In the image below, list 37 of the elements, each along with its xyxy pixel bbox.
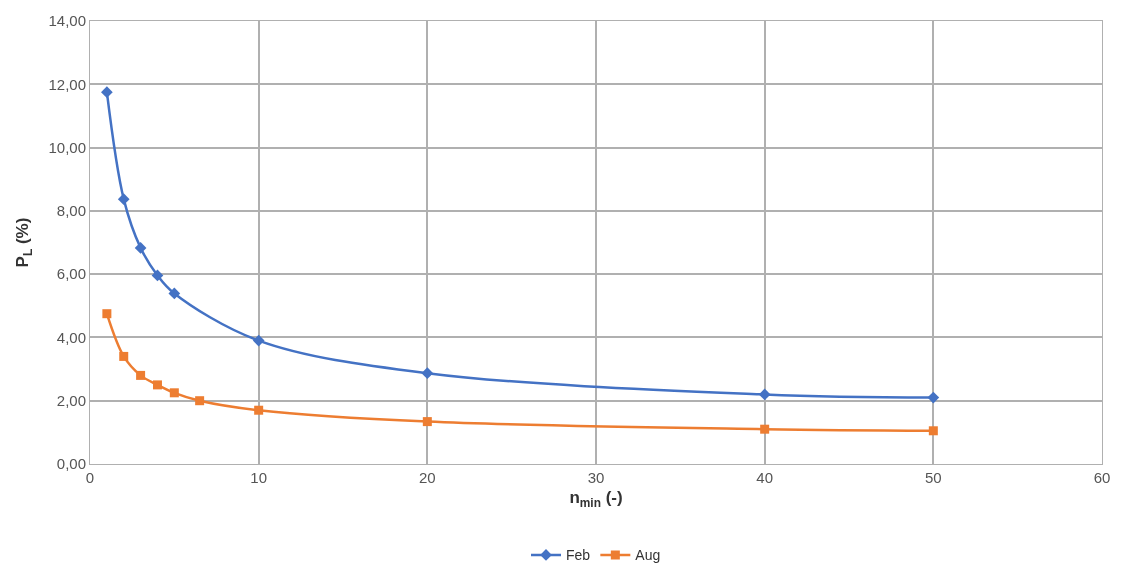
point	[927, 391, 940, 404]
point	[421, 367, 434, 380]
point	[758, 388, 771, 401]
y-tick-label: 2,00	[56, 391, 86, 409]
y-tick-label: 8,00	[56, 202, 86, 220]
point	[119, 351, 129, 361]
point	[136, 370, 146, 380]
point	[252, 334, 265, 347]
point	[169, 388, 179, 398]
point	[117, 193, 130, 205]
y-tick-label: 0,00	[56, 455, 86, 473]
x-tick-label: 50	[924, 469, 942, 486]
legend-label: Feb	[566, 547, 591, 564]
legend-label: Aug	[635, 547, 661, 564]
point	[422, 417, 432, 427]
y-tick-label: 6,00	[56, 265, 86, 283]
y-tick-label: 4,00	[56, 328, 86, 346]
x-tick-label: 40	[756, 469, 774, 486]
y-tick-label: 10,00	[48, 138, 86, 156]
y-tick-label: 14,00	[48, 12, 86, 30]
point	[168, 287, 181, 300]
point	[254, 405, 264, 415]
x-tick-label: 30	[587, 469, 605, 486]
point	[134, 242, 147, 254]
point	[102, 309, 112, 319]
point	[760, 424, 770, 434]
x-tick-label: 0	[85, 469, 95, 486]
x-tick-label: 20	[418, 469, 436, 486]
point	[928, 426, 938, 436]
x-axis-title: n$_{min}$ (-)	[569, 488, 623, 510]
point	[101, 86, 113, 99]
x-tick-label: 60	[1093, 469, 1111, 486]
point	[152, 380, 162, 390]
y-tick-label: 12,00	[48, 75, 86, 93]
x-tick-label: 10	[250, 469, 268, 486]
point	[151, 269, 164, 282]
point	[195, 396, 205, 406]
